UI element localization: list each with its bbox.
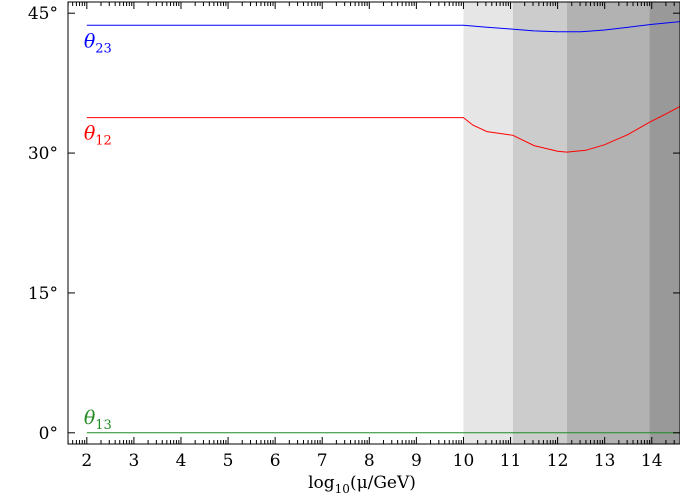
- series-label-sub: 12: [95, 134, 112, 149]
- x-axis-title-base: log: [308, 473, 335, 493]
- series-label-12: θ12: [84, 123, 112, 149]
- band-3: [649, 2, 680, 444]
- x-tick-label: 7: [317, 451, 328, 471]
- x-axis-title: log10(μ/GeV): [308, 473, 416, 496]
- series-line-23: [86, 21, 680, 33]
- series-lines: [86, 21, 680, 434]
- band-2: [567, 2, 650, 444]
- threshold-bands: [463, 2, 680, 444]
- y-tick-label: 30°: [28, 144, 58, 164]
- series-line-12: [86, 105, 680, 153]
- y-tick-label: 0°: [39, 424, 58, 444]
- tick-labels: 2 3 4 5 6 7 8 9 10 11 12 13 140°15°30°45°: [28, 4, 663, 471]
- x-tick-label: 14: [641, 451, 663, 471]
- x-tick-label: 10: [453, 451, 475, 471]
- x-tick-label: 9: [411, 451, 422, 471]
- x-tick-label: 12: [547, 451, 569, 471]
- series-label-sub: 23: [95, 41, 112, 56]
- x-tick-label: 11: [500, 451, 522, 471]
- x-axis-title-sub: 10: [335, 482, 350, 496]
- band-0: [463, 2, 513, 444]
- series-label-symbol: θ: [84, 30, 96, 52]
- x-tick-label: 13: [594, 451, 616, 471]
- x-tick-label: 2: [81, 451, 92, 471]
- x-tick-label: 4: [176, 451, 187, 471]
- x-tick-label: 5: [223, 451, 234, 471]
- series-label-symbol: θ: [84, 123, 96, 145]
- series-label-symbol: θ: [84, 407, 96, 429]
- series-label-23: θ23: [84, 30, 112, 56]
- x-tick-label: 8: [364, 451, 375, 471]
- x-tick-label: 6: [270, 451, 281, 471]
- y-tick-label: 45°: [28, 4, 58, 24]
- plot-frame: [67, 1, 680, 445]
- y-tick-label: 15°: [28, 284, 58, 304]
- x-tick-label: 3: [128, 451, 139, 471]
- series-label-13: θ13: [84, 407, 112, 433]
- axis-ticks: [67, 2, 680, 444]
- band-1: [512, 2, 568, 444]
- series-label-sub: 13: [95, 418, 112, 433]
- x-axis-title-rest: (μ/GeV): [350, 473, 416, 493]
